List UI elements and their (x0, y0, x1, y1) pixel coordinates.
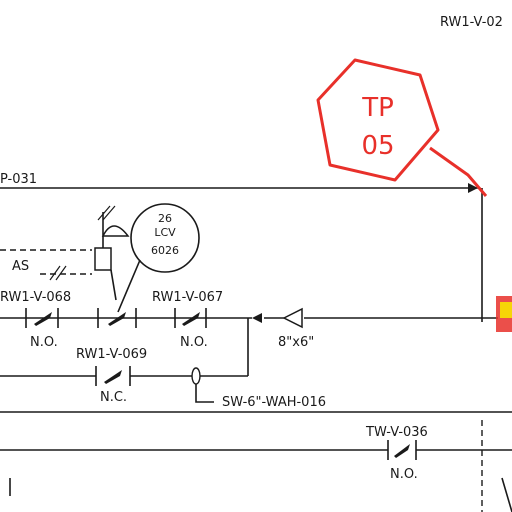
instrument-bubble: 26 LCV 6026 (117, 203, 200, 313)
valve-state-067: N.O. (180, 335, 208, 350)
instrument-number: 26 (158, 212, 172, 225)
tp-markup: TP 05 (316, 58, 488, 197)
reducer-label: 8"x6" (278, 335, 314, 350)
valve-state-069: N.C. (100, 390, 127, 405)
instrument-type: LCV (154, 226, 176, 239)
branch-line (0, 318, 249, 403)
branch-line-label: SW-6"-WAH-016 (222, 395, 326, 410)
signal-label-as: AS (12, 259, 29, 274)
valve-state-036: N.O. (390, 467, 418, 482)
process-line-lower (0, 411, 512, 512)
signal-lines (0, 249, 92, 281)
valve-symbol-067 (174, 308, 207, 328)
valve-tag-036: TW-V-036 (365, 425, 428, 440)
valve-symbol-068 (25, 308, 59, 328)
process-line-top (0, 183, 483, 322)
ref-label-top: RW1-V-02 (440, 15, 503, 30)
actuator (94, 205, 130, 301)
valve-tag-069: RW1-V-069 (76, 347, 147, 362)
valve-symbol-lcv (97, 308, 137, 328)
valve-tag-067: RW1-V-067 (152, 290, 223, 305)
valve-state-068: N.O. (30, 335, 58, 350)
instrument-tag: 6026 (151, 244, 179, 257)
tp-label: TP (361, 93, 394, 123)
tp-highlight (496, 296, 512, 332)
tp-number: 05 (361, 131, 394, 161)
valve-tag-068: RW1-V-068 (0, 290, 71, 305)
line-label-left: P-031 (0, 172, 37, 187)
process-line-main (0, 307, 498, 329)
